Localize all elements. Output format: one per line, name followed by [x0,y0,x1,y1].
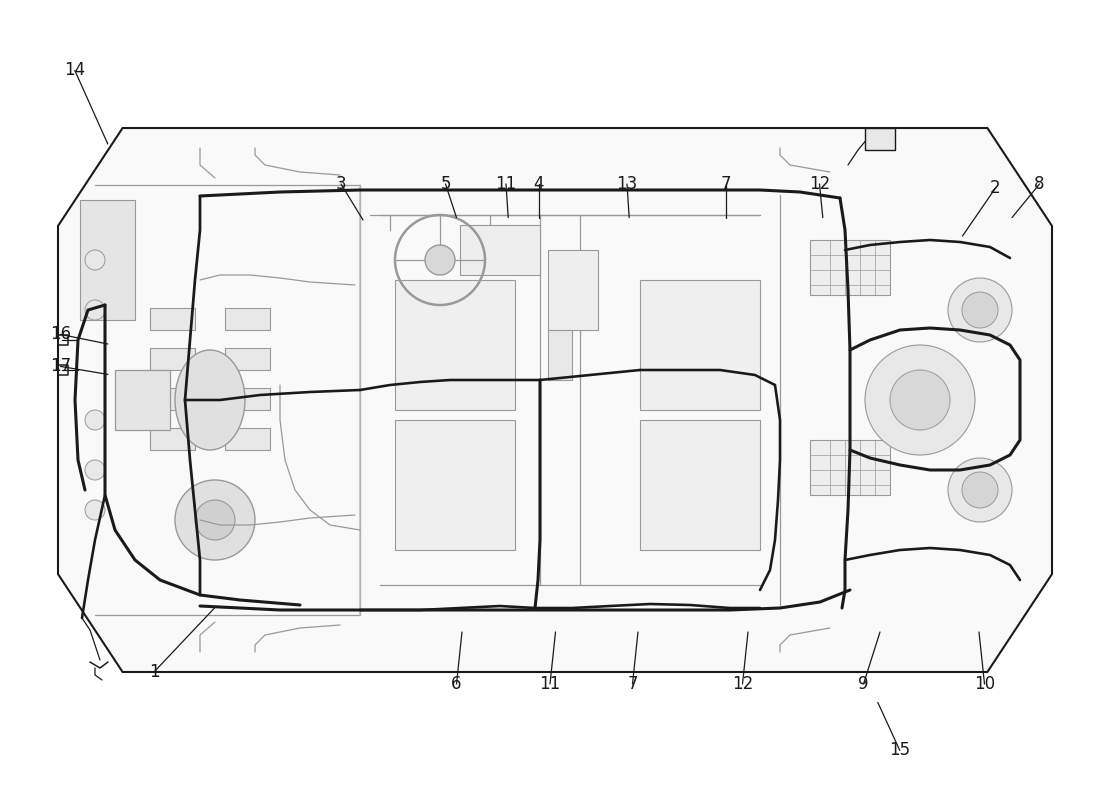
Circle shape [425,245,455,275]
Text: 11: 11 [495,175,517,193]
Text: 8: 8 [1034,175,1045,193]
Bar [810,240,890,295]
Bar [226,428,270,450]
Bar [548,330,572,380]
Bar [640,420,760,550]
Bar [810,440,890,495]
Bar [460,225,540,275]
Circle shape [85,410,104,430]
Circle shape [948,458,1012,522]
Polygon shape [58,128,1052,672]
Circle shape [195,500,235,540]
Text: 10: 10 [974,675,996,693]
Bar [80,200,135,320]
Text: eurospares: eurospares [559,266,893,318]
Bar [226,308,270,330]
Text: 7: 7 [720,175,732,193]
Bar [640,280,760,410]
Bar [150,348,195,370]
Text: 3: 3 [336,175,346,193]
Ellipse shape [175,350,245,450]
Text: 16: 16 [50,326,72,343]
Text: eurospares: eurospares [86,530,420,582]
Text: 6: 6 [451,675,462,693]
Circle shape [890,370,950,430]
Bar [548,250,598,330]
Circle shape [85,500,104,520]
Text: 12: 12 [808,175,830,193]
Bar [865,128,895,150]
Text: 4: 4 [534,175,544,193]
Text: 14: 14 [64,62,86,79]
Circle shape [175,480,255,560]
Circle shape [948,278,1012,342]
Circle shape [962,292,998,328]
Text: eurospares: eurospares [86,266,420,318]
Circle shape [865,345,975,455]
Circle shape [962,472,998,508]
Text: 11: 11 [539,675,561,693]
Text: 15: 15 [889,742,911,759]
Text: 2: 2 [990,179,1001,197]
Bar [150,388,195,410]
Text: 12: 12 [732,675,754,693]
Circle shape [85,300,104,320]
Bar [150,308,195,330]
Bar [395,420,515,550]
Text: 17: 17 [50,358,72,375]
Circle shape [85,250,104,270]
Bar [150,428,195,450]
Text: 1: 1 [148,663,159,681]
Bar [226,388,270,410]
Text: 13: 13 [616,175,638,193]
Circle shape [85,460,104,480]
Text: eurospares: eurospares [559,530,893,582]
Bar [116,370,170,430]
Bar [395,280,515,410]
Text: 9: 9 [858,675,869,693]
Bar [226,348,270,370]
Text: 5: 5 [440,175,451,193]
Text: 7: 7 [627,675,638,693]
